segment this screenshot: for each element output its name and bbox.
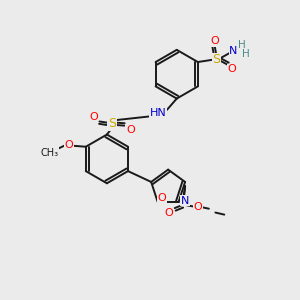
Text: HN: HN [150,108,166,118]
Text: H: H [242,49,249,59]
Text: CH₃: CH₃ [40,148,58,158]
Text: S: S [212,53,220,66]
Text: O: O [228,64,236,74]
Text: S: S [108,117,116,130]
Text: O: O [164,208,173,218]
Text: N: N [181,196,189,206]
Text: O: O [89,112,98,122]
Text: O: O [210,36,219,46]
Text: N: N [229,46,238,56]
Text: O: O [126,125,135,135]
Text: O: O [64,140,73,150]
Text: H: H [238,40,246,50]
Text: O: O [194,202,203,212]
Text: O: O [158,193,166,203]
